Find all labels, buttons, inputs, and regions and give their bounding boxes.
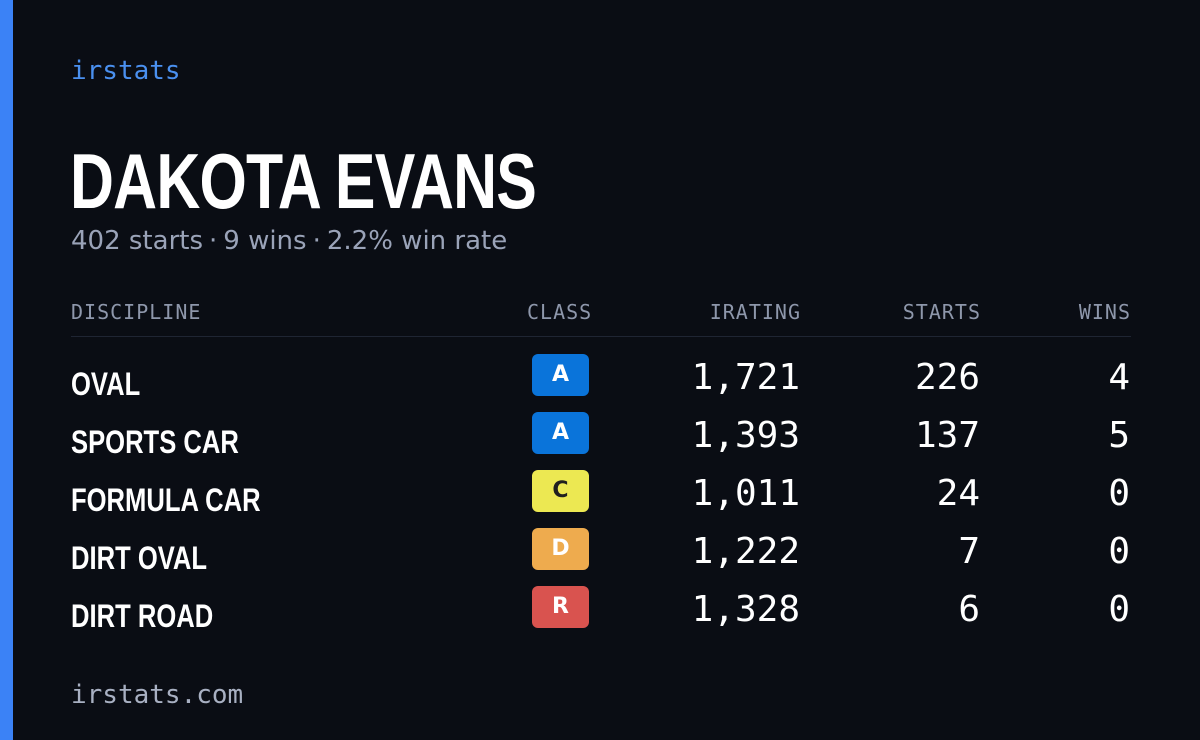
brand-logo-text: irstats bbox=[71, 56, 181, 86]
irating-value: 1,328 bbox=[691, 589, 800, 630]
win-rate-summary: 2.2% win rate bbox=[326, 226, 508, 256]
driver-name: DAKOTA EVANS bbox=[70, 137, 537, 225]
irating-value: 1,222 bbox=[691, 531, 800, 572]
wins-value: 4 bbox=[1108, 357, 1130, 398]
header-wins: WINS bbox=[1078, 300, 1131, 324]
irating-value: 1,393 bbox=[691, 415, 800, 456]
table-row: FORMULA CAR C 1,011 24 0 bbox=[71, 466, 1131, 524]
irating-value: 1,011 bbox=[691, 473, 800, 514]
discipline-name: SPORTS CAR bbox=[71, 424, 239, 460]
header-class: CLASS bbox=[527, 300, 593, 324]
table-row: SPORTS CAR A 1,393 137 5 bbox=[71, 408, 1131, 466]
driver-summary: 402 starts · 9 wins · 2.2% win rate bbox=[71, 226, 507, 256]
table-row: DIRT OVAL D 1,222 7 0 bbox=[71, 524, 1131, 582]
starts-value: 6 bbox=[958, 589, 980, 630]
license-class-badge: D bbox=[532, 528, 589, 570]
license-class-badge: A bbox=[532, 412, 589, 454]
table-row: DIRT ROAD R 1,328 6 0 bbox=[71, 582, 1131, 640]
wins-value: 0 bbox=[1108, 531, 1130, 572]
wins-summary: 9 wins bbox=[223, 226, 307, 256]
license-class-badge: R bbox=[532, 586, 589, 628]
header-irating: IRATING bbox=[709, 300, 801, 324]
accent-bar bbox=[0, 0, 13, 740]
starts-summary: 402 starts bbox=[71, 226, 203, 256]
license-class-badge: C bbox=[532, 470, 589, 512]
irating-value: 1,721 bbox=[691, 357, 800, 398]
separator: · bbox=[209, 226, 218, 256]
discipline-name: DIRT ROAD bbox=[71, 598, 214, 634]
discipline-name: FORMULA CAR bbox=[71, 482, 261, 518]
discipline-name: DIRT OVAL bbox=[71, 540, 208, 576]
separator: · bbox=[312, 226, 321, 256]
starts-value: 24 bbox=[936, 473, 980, 514]
discipline-name: OVAL bbox=[71, 366, 141, 402]
license-class-badge: A bbox=[532, 354, 589, 396]
starts-value: 137 bbox=[914, 415, 980, 456]
wins-value: 0 bbox=[1108, 473, 1130, 514]
header-discipline: DISCIPLINE bbox=[71, 300, 202, 324]
header-starts: STARTS bbox=[902, 300, 981, 324]
wins-value: 5 bbox=[1108, 415, 1130, 456]
footer-url: irstats.com bbox=[71, 680, 244, 710]
stats-table-body: OVAL A 1,721 226 4 SPORTS CAR A 1,393 13… bbox=[71, 350, 1131, 640]
table-row: OVAL A 1,721 226 4 bbox=[71, 350, 1131, 408]
wins-value: 0 bbox=[1108, 589, 1130, 630]
starts-value: 226 bbox=[914, 357, 980, 398]
starts-value: 7 bbox=[958, 531, 980, 572]
stats-table-header: DISCIPLINE CLASS IRATING STARTS WINS bbox=[71, 300, 1131, 326]
header-divider bbox=[71, 336, 1131, 337]
